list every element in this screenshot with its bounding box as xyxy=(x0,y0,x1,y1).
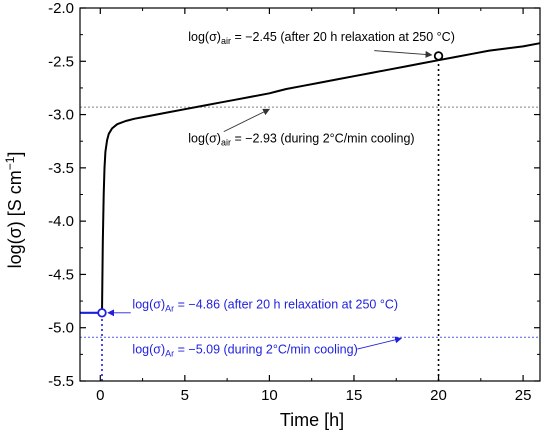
axes xyxy=(79,7,541,382)
y-tick-label-5: -3.0 xyxy=(48,107,74,124)
annotation-ar2: log(σ)Ar = −5.09 (during 2°C/min cooling… xyxy=(132,342,357,358)
x-axis-title: Time [h] xyxy=(280,410,344,430)
annotation-air2: log(σ)air = −2.93 (during 2°C/min coolin… xyxy=(188,131,414,147)
y-tick-label-4: -3.5 xyxy=(48,160,74,177)
annotation-air1-value: = −2.45 (after 20 h relaxation at 250 °C… xyxy=(231,30,455,44)
annotation-ar2-label: log(σ) xyxy=(132,342,165,356)
reference-lines xyxy=(80,55,540,381)
x-tick-label-5: 25 xyxy=(515,387,532,404)
x-tick-label-4: 20 xyxy=(430,387,447,404)
data-point-marker-1 xyxy=(97,308,107,318)
data-point-marker-0 xyxy=(433,51,444,61)
annotation-ar1: log(σ)Ar = −4.86 (after 20 h relaxation … xyxy=(132,298,398,314)
y-tick-label-6: -2.5 xyxy=(48,53,74,70)
annotation-air1: log(σ)air = −2.45 (after 20 h relaxation… xyxy=(188,30,455,46)
y-tick-label-7: -2.0 xyxy=(48,0,74,17)
annotation-ar2-value: = −5.09 (during 2°C/min cooling) xyxy=(174,342,358,356)
annotation-ar2-subscript: Ar xyxy=(165,348,174,358)
data-markers xyxy=(97,51,444,318)
annotation-air1-subscript: air xyxy=(221,36,231,46)
annotation-air2-label: log(σ) xyxy=(188,131,221,145)
x-tick-label-3: 15 xyxy=(346,387,363,404)
y-axis-title-sup: −1 xyxy=(3,156,17,170)
y-tick-label-1: -5.0 xyxy=(48,320,74,337)
annotation-ar1-label: log(σ) xyxy=(132,298,165,312)
y-axis-title-main: log(σ) [S cm xyxy=(5,170,25,268)
plot-frame xyxy=(79,7,541,382)
data-series xyxy=(80,42,541,314)
y-tick-label-0: -5.5 xyxy=(48,373,74,390)
x-tick-label-0: 0 xyxy=(96,387,104,404)
y-tick-label-3: -4.0 xyxy=(48,213,74,230)
annotation-air2-value: = −2.93 (during 2°C/min cooling) xyxy=(231,131,415,145)
annotation-air2-subscript: air xyxy=(221,137,231,147)
series-line-0 xyxy=(101,42,541,313)
x-tick-label-2: 10 xyxy=(261,387,278,404)
annotation-arrow-air2 xyxy=(223,108,271,133)
annotation-air1-label: log(σ) xyxy=(188,30,221,44)
annotation-arrow-air1 xyxy=(374,50,433,58)
annotation-ar1-value: = −4.86 (after 20 h relaxation at 250 °C… xyxy=(174,298,398,312)
y-tick-label-2: -4.5 xyxy=(48,266,74,283)
annotations: log(σ)air = −2.45 (after 20 h relaxation… xyxy=(107,30,455,358)
tick-labels: 0 5 10 15 20 25 -5.5 -5.0 -4.5 -4.0 -3.5 -3.0 -2.5 -2… xyxy=(48,0,531,404)
annotation-arrow-ar2 xyxy=(357,336,403,350)
x-tick-label-1: 5 xyxy=(181,387,189,404)
y-axis-title: log(σ) [S cm−1] xyxy=(3,152,25,269)
annotation-ar1-subscript: Ar xyxy=(165,304,174,314)
y-axis-title-close: ] xyxy=(5,152,25,157)
